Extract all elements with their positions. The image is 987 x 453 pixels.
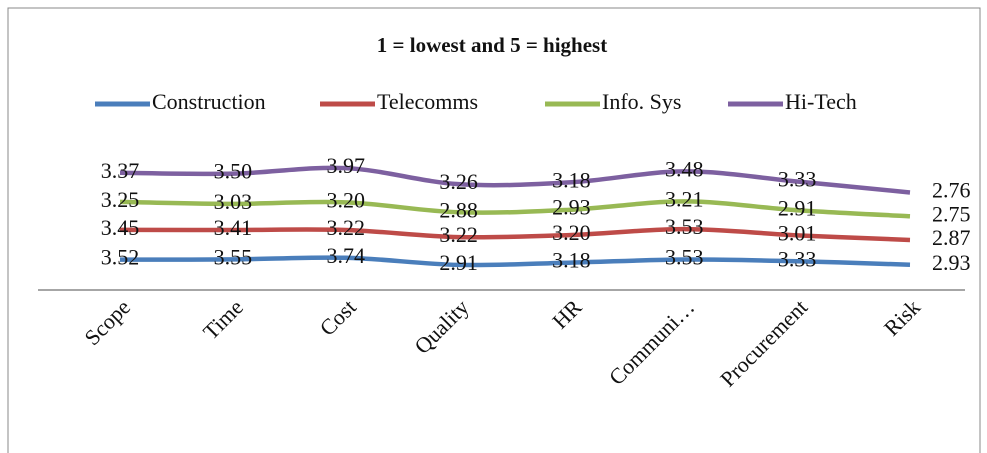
data-label: 3.33 <box>778 167 817 192</box>
data-label: 3.50 <box>214 159 253 184</box>
legend-label: Construction <box>152 89 266 114</box>
data-label: 2.88 <box>439 197 478 222</box>
data-label: 3.25 <box>101 187 140 212</box>
data-label: 2.87 <box>932 225 971 250</box>
data-label: 3.01 <box>778 220 817 245</box>
data-label: 3.45 <box>101 215 140 240</box>
data-label: 3.33 <box>778 246 817 271</box>
data-label: 3.41 <box>214 215 253 240</box>
data-label: 3.22 <box>439 222 478 247</box>
data-label: 3.20 <box>552 220 591 245</box>
data-label: 2.93 <box>932 250 971 275</box>
data-label: 2.93 <box>552 195 591 220</box>
line-series <box>119 199 911 219</box>
data-label: 3.48 <box>665 156 704 181</box>
data-label: 3.18 <box>552 167 591 192</box>
line-series <box>119 165 911 195</box>
line-series <box>119 226 911 243</box>
legend-label: Hi-Tech <box>785 89 857 114</box>
data-label: 3.53 <box>665 214 704 239</box>
data-label: 3.18 <box>552 248 591 273</box>
data-label: 2.91 <box>439 250 478 275</box>
data-label: 3.55 <box>214 244 253 269</box>
data-label: 3.97 <box>326 153 365 178</box>
data-label: 2.91 <box>778 195 817 220</box>
line-series <box>119 255 911 268</box>
data-label: 3.22 <box>326 215 365 240</box>
data-label: 3.52 <box>101 245 140 270</box>
data-label: 3.74 <box>326 243 365 268</box>
legend-label: Info. Sys <box>602 89 681 114</box>
data-label: 3.21 <box>665 186 704 211</box>
data-label: 3.26 <box>439 169 478 194</box>
data-label: 2.76 <box>932 177 971 202</box>
data-label: 3.37 <box>101 158 140 183</box>
legend-label: Telecomms <box>377 89 478 114</box>
chart-title: 1 = lowest and 5 = highest <box>377 33 607 57</box>
data-label: 3.03 <box>214 189 253 214</box>
data-label: 3.53 <box>665 245 704 270</box>
data-label: 2.75 <box>932 201 971 226</box>
data-label: 3.20 <box>326 187 365 212</box>
